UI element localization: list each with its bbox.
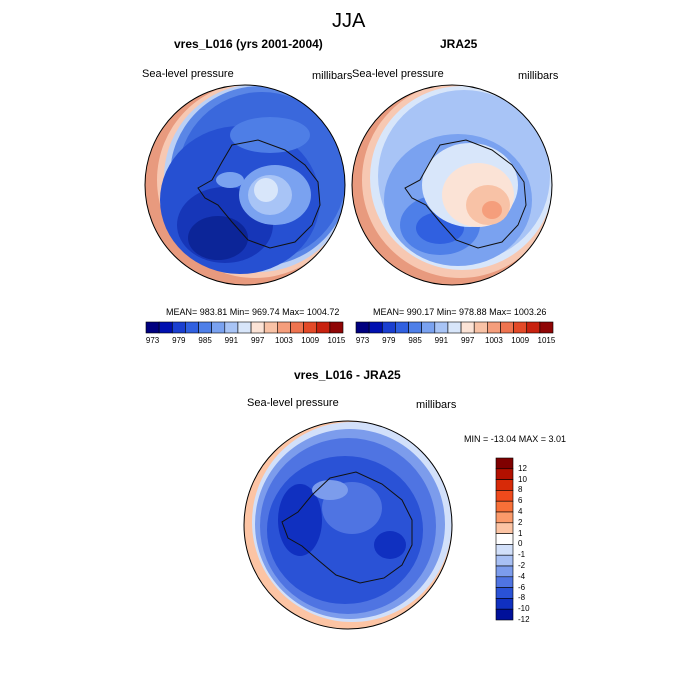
colorbar-tick-label: 1: [518, 528, 523, 538]
colorbar-tick-label: -12: [518, 615, 530, 624]
colorbar-tick-label: 997: [250, 336, 265, 345]
colorbar-cell: [500, 321, 514, 334]
colorbar-tick-label: 0: [518, 539, 523, 549]
colorbar-cell: [198, 321, 212, 334]
colorbar-tick-label: 997: [460, 336, 475, 345]
panel-title-model: vres_L016 (yrs 2001-2004): [174, 37, 323, 51]
colorbar-cell: [421, 321, 436, 334]
colorbar-cell: [495, 544, 514, 556]
colorbar-cell: [495, 587, 514, 599]
colorbar-cell: [495, 457, 514, 470]
colorbar-cell: [495, 554, 514, 567]
diff-panel-variable: Sea-level pressure: [247, 397, 339, 409]
colorbar-tick-label: -8: [518, 593, 526, 603]
colorbar-cell: [495, 511, 514, 524]
colorbar-cell: [495, 479, 514, 491]
colorbar-tick-label: 1015: [327, 336, 346, 345]
colorbar-cell: [303, 321, 318, 334]
colorbar-tick-label: 973: [355, 336, 370, 345]
colorbar-tick-label: 973: [145, 336, 160, 345]
colorbar-tick-label: 1003: [484, 336, 503, 345]
colorbar-cell: [495, 576, 514, 588]
colorbar-cell: [447, 321, 462, 334]
colorbar-tick-label: 8: [518, 485, 523, 495]
colorbar-tick-label: 985: [408, 336, 422, 345]
colorbar-cell: [473, 321, 488, 334]
colorbar-cell: [395, 321, 409, 334]
colorbar-tick-label: 10: [518, 474, 527, 484]
colorbar-cell: [495, 533, 514, 545]
panel-units-obs: millibars: [518, 70, 559, 82]
colorbar-cell: [513, 321, 528, 334]
colorbar-cell: [495, 468, 514, 480]
colorbar-cell: [263, 321, 278, 334]
colorbar-tick-label: -1: [518, 550, 526, 560]
map-obs: [352, 85, 552, 285]
colorbar-cell: [495, 490, 514, 502]
colorbar-tick-label: 979: [382, 336, 396, 345]
colorbar-tick-label: 991: [224, 336, 239, 345]
colorbar-cell: [460, 321, 475, 334]
map-model: [145, 85, 345, 285]
colorbar-cell: [316, 321, 331, 334]
colorbar-tick-label: 979: [172, 336, 186, 345]
colorbar-cell: [495, 522, 514, 534]
diff-panel-units: millibars: [416, 399, 457, 411]
colorbar-tick-label: 4: [518, 507, 523, 516]
colorbar-cell: [237, 321, 252, 334]
colorbar-diff: [495, 457, 514, 621]
colorbar-cell: [329, 321, 344, 334]
colorbar-tick-label: 991: [434, 336, 449, 345]
colorbar-cell: [250, 321, 265, 334]
panel-stats-model: MEAN= 983.81 Min= 969.74 Max= 1004.72: [166, 307, 340, 317]
colorbar-tick-label: 985: [198, 336, 212, 345]
panel-title-obs: JRA25: [440, 37, 478, 51]
colorbar-tick-label: 1003: [274, 336, 293, 345]
panel-variable-model: Sea-level pressure: [142, 68, 234, 80]
colorbar-cell: [487, 321, 501, 334]
colorbar-tick-label: 2: [518, 517, 523, 527]
colorbar-cell: [526, 321, 541, 334]
colorbar-cell: [185, 321, 199, 334]
colorbar-tick-label: -6: [518, 582, 526, 592]
panel-stats-obs: MEAN= 990.17 Min= 978.88 Max= 1003.26: [373, 307, 547, 317]
colorbar-cell: [158, 321, 173, 334]
colorbar-cell: [495, 598, 514, 610]
colorbar-tick-label: 1009: [301, 336, 320, 345]
colorbar-cell: [290, 321, 304, 334]
colorbar-cell: [224, 321, 239, 334]
colorbar-cell: [368, 321, 383, 334]
colorbar-tick-label: 1015: [537, 336, 556, 345]
colorbar-cell: [171, 321, 186, 334]
colorbar-cell: [408, 321, 422, 334]
panel-variable-obs: Sea-level pressure: [352, 68, 444, 80]
diff-panel-title: vres_L016 - JRA25: [294, 368, 401, 382]
colorbar-tick-label: 12: [518, 463, 527, 473]
colorbar-obs: [355, 321, 554, 334]
colorbar-cell: [381, 321, 396, 334]
colorbar-cell: [434, 321, 449, 334]
figure-title: JJA: [332, 10, 366, 32]
colorbar-tick-label: -2: [518, 561, 526, 570]
diff-panel-stats: MIN = -13.04 MAX = 3.01: [464, 434, 567, 444]
colorbar-cell: [145, 321, 160, 334]
colorbar-tick-label: -4: [518, 571, 526, 581]
colorbar-tick-label: 1009: [511, 336, 530, 345]
colorbar-cell: [539, 321, 554, 334]
colorbar-tick-label: 6: [518, 496, 523, 506]
colorbar-cell: [355, 321, 370, 334]
colorbar-cell: [277, 321, 291, 334]
colorbar-model: [145, 321, 344, 334]
colorbar-cell: [495, 565, 514, 578]
panel-units-model: millibars: [312, 70, 353, 82]
colorbar-cell: [495, 608, 514, 621]
colorbar-cell: [495, 500, 514, 513]
colorbar-cell: [211, 321, 226, 334]
map-diff: [244, 421, 452, 629]
colorbar-tick-label: -10: [518, 604, 530, 614]
